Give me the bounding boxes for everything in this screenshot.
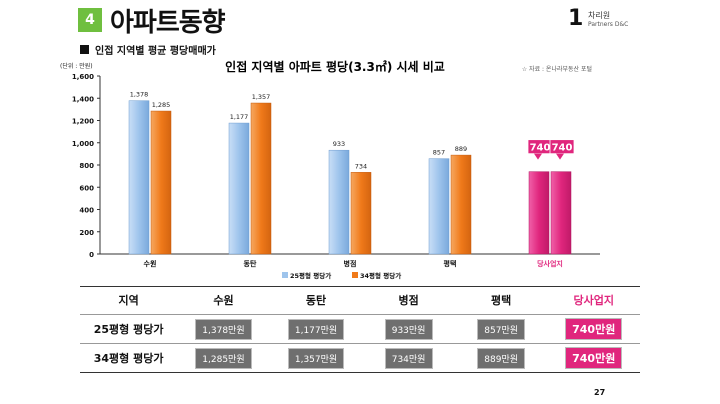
bar-25 [228,122,250,255]
highlight-value-pill: 740만원 [565,347,623,369]
bar-34 [150,110,172,255]
legend-label: 25평형 평당가 [290,271,331,280]
table-header-pyeongtaek: 평택 [491,294,512,307]
page-title: 아파트동향 [110,8,226,38]
legend-label: 34평형 평당가 [360,271,401,280]
bar-34 [450,154,472,255]
y-axis-unit-label: (단위 : 만원) [60,62,93,70]
value-pill: 1,378만원 [195,318,252,340]
data-label: 933 [333,140,345,148]
bar-25 [428,158,450,255]
bar-25 [128,100,150,255]
x-tick-label: 수원 [144,259,157,268]
table-header-dongtan: 동탄 [305,294,327,307]
table-cell: 1,285만원 [177,347,270,369]
x-tick-label: 동탄 [244,259,257,268]
x-tick-label: 당사업지 [537,259,563,268]
value-pill: 857만원 [477,318,526,340]
chart-source-note: ☆ 자료 : 온나라부동산 포털 [522,65,592,73]
data-label: 1,285 [152,101,171,109]
value-pill: 734만원 [384,347,433,369]
value-pill: 889만원 [477,347,526,369]
callout-pointer [534,153,542,160]
logo-tagline: Partners D&C [588,21,629,28]
bar-34 [350,172,372,255]
logo-name: 차리원 [588,11,611,20]
y-tick-label: 600 [79,184,94,192]
y-tick-label: 800 [79,162,94,170]
table-cell: 1,378만원 [177,318,270,340]
y-tick-label: 1,000 [72,140,94,148]
x-tick-label: 병점 [344,259,357,268]
y-tick-label: 1,200 [72,118,94,126]
value-pill: 1,177만원 [287,318,345,340]
data-label: 734 [355,162,367,170]
table-cell: 1,177만원 [270,318,363,340]
table-row: 25평형 평당가 1,378만원 1,177만원 933만원 857만원 740… [80,315,640,344]
section-subtitle: 인접 지역별 평균 평당매매가 [80,42,216,57]
table-cell: 857만원 [455,318,548,340]
bar-34 [250,102,272,255]
table-cell: 933만원 [362,318,455,340]
value-pill: 1,285만원 [195,347,252,369]
section-number-badge: 4 [78,8,102,32]
logo-mark: 1 [568,6,584,31]
data-label: 740 [552,143,573,154]
y-tick-label: 1,400 [72,95,94,103]
callout-pointer [556,153,564,160]
row-label-25: 25평형 평당가 [93,323,164,336]
y-tick-label: 1,600 [72,73,94,81]
y-tick-label: 400 [79,207,94,215]
bar-34 [550,171,572,255]
data-label: 740 [530,143,551,154]
data-label: 889 [455,145,467,153]
table-top-border [80,286,640,287]
table-cell: 740만원 [547,347,640,369]
x-tick-label: 평택 [444,259,457,268]
legend-swatch [352,272,358,278]
value-pill: 933만원 [384,318,433,340]
data-label: 857 [433,149,445,157]
table-header-suwon: 수원 [213,294,234,307]
subtitle-text: 인접 지역별 평균 평당매매가 [95,46,216,57]
price-table: 지역 수원 동탄 병점 평택 당사업지 25평형 평당가 1,378만원 1,1… [80,286,640,373]
value-pill: 1,357만원 [287,347,345,369]
table-header-project-site: 당사업지 [573,294,614,307]
bar-25 [328,149,350,255]
table-row: 34평형 평당가 1,285만원 1,357만원 734만원 889만원 740… [80,344,640,373]
table-header-byeongjeom: 병점 [398,294,419,307]
table-cell: 1,357만원 [270,347,363,369]
data-label: 1,357 [252,93,271,101]
table-header-region: 지역 [118,294,139,307]
legend-swatch [282,272,288,278]
bar-25 [528,171,550,255]
y-tick-label: 200 [79,229,94,237]
page-number: 27 [594,388,606,397]
bullet-square-icon [80,45,89,54]
chart-title: 인접 지역별 아파트 평당(3.3㎡) 시세 비교 [225,59,445,74]
price-bar-chart: 인접 지역별 아파트 평당(3.3㎡) 시세 비교 ☆ 자료 : 온나라부동산 … [60,59,600,280]
company-logo: 1 차리원 Partners D&C [568,6,638,36]
table-cell: 889만원 [455,347,548,369]
table-cell: 734만원 [362,347,455,369]
table-header-row: 지역 수원 동탄 병점 평택 당사업지 [80,286,640,315]
data-label: 1,378 [130,91,149,99]
table-cell: 740만원 [547,318,640,340]
highlight-value-pill: 740만원 [565,318,623,340]
y-tick-label: 0 [89,251,94,259]
row-label-34: 34평형 평당가 [93,352,164,365]
data-label: 1,177 [230,113,249,121]
